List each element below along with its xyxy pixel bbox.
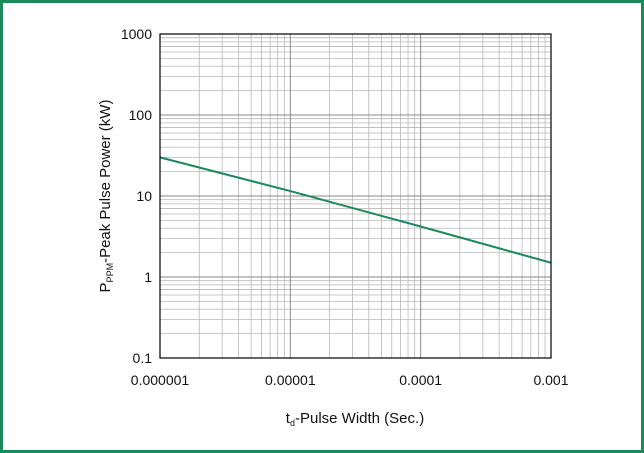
y-tick-label: 1 [144, 269, 152, 285]
plot-border [159, 33, 552, 359]
y-axis-label-main: P [97, 282, 114, 292]
x-tick-label: 0.000001 [131, 372, 190, 388]
x-axis-label-sub: d [290, 418, 295, 428]
y-tick-labels: 0.1 1 10 100 1000 [121, 26, 152, 366]
x-tick-label: 0.00001 [265, 372, 316, 388]
series-line-0 [159, 156, 552, 264]
series-layer [159, 156, 552, 264]
y-tick-label: 1000 [121, 26, 152, 42]
y-tick-label: 10 [136, 188, 152, 204]
y-tick-label: 100 [129, 107, 153, 123]
y-axis-label: PPPM-Peak Pulse Power (kW) [97, 100, 115, 293]
y-axis-label-rest: -Peak Pulse Power (kW) [97, 100, 114, 263]
x-tick-labels: 0.000001 0.00001 0.0001 0.001 [131, 372, 569, 388]
x-axis-label: td-Pulse Width (Sec.) [286, 410, 424, 428]
x-tick-label: 0.001 [533, 372, 568, 388]
x-axis-label-rest: -Pulse Width (Sec.) [295, 410, 424, 427]
y-tick-label: 0.1 [133, 350, 153, 366]
x-tick-label: 0.0001 [399, 372, 442, 388]
x-axis-label-main: t [286, 410, 291, 427]
y-axis-label-sub: PPM [105, 263, 115, 283]
